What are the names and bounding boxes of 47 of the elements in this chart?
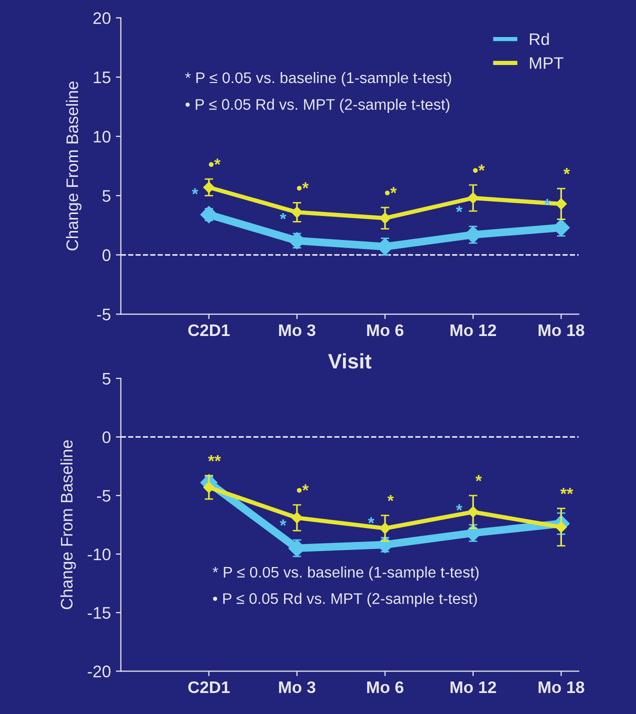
legend-label: MPT [530,57,564,69]
annotation: * [456,504,462,511]
y-tick-label: 10 [94,130,110,143]
annotation: • P ≤ 0.05 Rd vs. MPT (2-sample t-test) [213,592,477,607]
annotation: ** [208,455,221,462]
y-tick-label: -5 [97,490,110,502]
annotation: ** [560,488,574,494]
x-tick-label: Mo 12 [450,324,496,336]
annotation: * [280,213,286,220]
annotation: • P ≤ 0.05 Rd vs. MPT (2-sample t-test) [186,98,450,113]
x-tick-label: C2D1 [188,681,230,694]
annotation: * P ≤ 0.05 vs. baseline (1-sample t-test) [185,72,452,86]
y-axis-title: Change From Baseline [60,440,76,610]
x-tick-label: Mo 6 [367,681,404,694]
y-tick-label: 5 [102,190,110,202]
x-tick-label: Mo 3 [279,324,316,336]
annotation: * [368,517,374,524]
annotation: * P ≤ 0.05 vs. baseline (1-sample t-test) [212,566,479,581]
y-axis-title: Change From Baseline [66,82,82,250]
x-axis-title: Visit [328,353,372,369]
x-tick-label: Mo 18 [538,681,584,694]
x-tick-label: Mo 12 [450,681,496,694]
y-tick-label: -20 [88,666,110,678]
annotation: •* [296,182,309,191]
legend-label: Rd [530,32,549,46]
annotation: •* [296,484,309,493]
y-tick-label: -15 [88,607,110,619]
x-tick-label: Mo 6 [367,324,404,336]
y-tick-label: 20 [93,12,110,24]
y-tick-label: 5 [102,372,110,385]
annotation: * [280,520,286,526]
y-tick-label: 0 [102,431,110,444]
y-tick-label: -10 [88,548,110,560]
x-tick-label: C2D1 [188,324,230,336]
annotation: * [456,206,462,212]
x-tick-label: Mo 3 [279,681,316,694]
y-tick-label: 15 [94,72,110,84]
annotation: •* [208,158,221,167]
annotation: * [192,188,198,194]
annotation: •* [384,187,397,196]
y-tick-label: 0 [102,249,110,262]
annotation: •* [473,164,485,173]
annotation: * [475,475,482,482]
annotation: * [564,168,570,174]
annotation: * [387,494,394,502]
y-tick-label: -5 [97,308,110,320]
x-tick-label: Mo 18 [538,324,584,336]
